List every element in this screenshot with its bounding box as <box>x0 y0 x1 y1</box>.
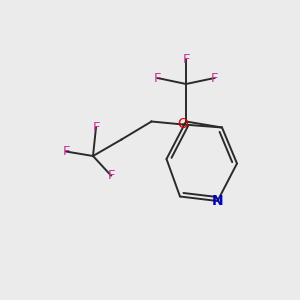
Text: F: F <box>182 53 190 66</box>
Text: F: F <box>154 71 161 85</box>
Text: F: F <box>211 71 218 85</box>
Text: O: O <box>178 118 188 131</box>
Text: F: F <box>107 169 115 182</box>
Text: F: F <box>92 121 100 134</box>
Text: F: F <box>62 145 70 158</box>
Text: N: N <box>212 194 223 208</box>
